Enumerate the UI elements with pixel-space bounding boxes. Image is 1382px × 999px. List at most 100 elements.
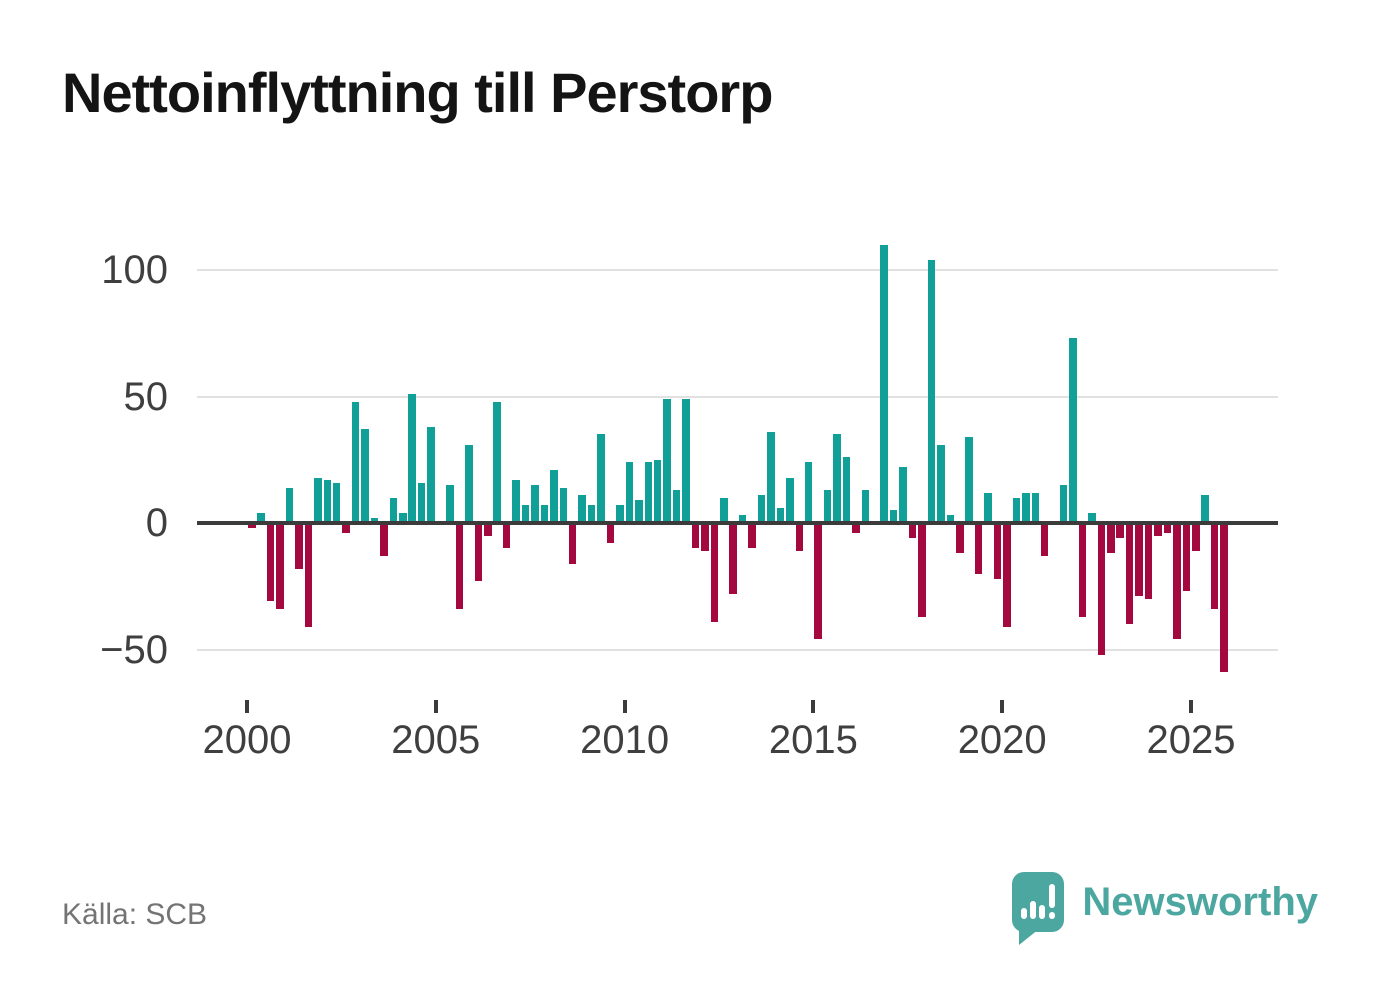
y-axis-label-100: 100 <box>101 248 168 292</box>
bar-2011Q1 <box>663 399 671 523</box>
bar-2011Q3 <box>682 399 690 523</box>
bar-2017Q1 <box>889 510 898 523</box>
bar-2006Q1 <box>474 523 482 582</box>
bar-2010Q1 <box>625 462 634 523</box>
bar-2012Q2 <box>710 523 718 622</box>
bar-2020Q4 <box>1031 492 1039 523</box>
bar-2024Q1 <box>1154 523 1162 536</box>
bar-2016Q4 <box>880 244 888 523</box>
bar-2015Q3 <box>833 434 841 523</box>
bar-2018Q1 <box>927 259 936 523</box>
x-tick-2010 <box>622 700 627 713</box>
bar-2023Q4 <box>1144 523 1153 599</box>
bar-2008Q4 <box>578 495 586 523</box>
bar-2006Q3 <box>493 401 501 523</box>
bar-2011Q2 <box>672 490 681 523</box>
bar-2019Q3 <box>984 492 992 523</box>
bar-2008Q1 <box>550 469 558 523</box>
bar-2005Q3 <box>455 523 464 609</box>
bar-2025Q4 <box>1220 523 1228 673</box>
x-axis-label-2005: 2005 <box>391 718 481 762</box>
bar-2022Q4 <box>1107 523 1115 554</box>
x-axis-label-2000: 2000 <box>202 718 292 762</box>
bar-2017Q2 <box>899 467 907 523</box>
bar-2008Q2 <box>559 487 567 523</box>
bar-2019Q2 <box>974 523 983 574</box>
y-axis-label-50: 50 <box>123 374 169 419</box>
newsworthy-logo-link[interactable]: Newsworthy <box>1012 872 1318 945</box>
bar-2018Q2 <box>937 444 945 523</box>
bar-2006Q2 <box>484 523 492 536</box>
speech-bubble-tail <box>1019 929 1040 945</box>
bar-2009Q3 <box>606 523 615 544</box>
bar-2019Q4 <box>993 523 1002 579</box>
bar-2023Q3 <box>1135 523 1143 597</box>
page-title: Nettoinflyttning till Perstorp <box>62 61 773 124</box>
x-axis-label-2010: 2010 <box>580 718 670 762</box>
x-axis-label-2020: 2020 <box>957 718 1047 762</box>
bar-2012Q1 <box>701 523 709 551</box>
bar-2007Q2 <box>521 505 530 523</box>
brand-name: Newsworthy <box>1082 879 1318 924</box>
zero-axis-line <box>197 521 1278 525</box>
bar-2004Q1 <box>399 512 407 523</box>
bar-2025Q2 <box>1201 495 1209 523</box>
bar-2005Q4 <box>465 444 473 523</box>
bar-2003Q2 <box>370 517 379 523</box>
bar-2009Q4 <box>616 505 624 523</box>
bar-2002Q3 <box>342 523 350 534</box>
x-axis-label-2025: 2025 <box>1146 718 1236 762</box>
bar-2010Q4 <box>653 459 662 523</box>
bar-2013Q1 <box>738 515 747 523</box>
bar-2016Q2 <box>861 490 870 523</box>
bar-2010Q3 <box>644 462 652 523</box>
bar-2007Q4 <box>540 505 549 523</box>
bar-2001Q4 <box>314 477 322 523</box>
bar-2003Q4 <box>389 497 398 523</box>
x-tick-2005 <box>433 700 438 713</box>
bar-2024Q2 <box>1163 523 1172 534</box>
bar-2020Q2 <box>1012 497 1021 523</box>
gridline-100 <box>197 269 1278 271</box>
bar-2020Q1 <box>1003 523 1011 627</box>
bar-2002Q1 <box>323 480 331 523</box>
bar-2004Q3 <box>417 482 426 523</box>
logo-bar-1 <box>1021 908 1028 919</box>
bar-2018Q4 <box>956 523 964 554</box>
bar-2024Q3 <box>1173 523 1181 640</box>
bar-2013Q3 <box>757 495 766 523</box>
gridline--50 <box>197 648 1278 651</box>
y-axis-label-0: 0 <box>145 501 168 545</box>
bar-2023Q2 <box>1125 523 1134 625</box>
logo-bar-2 <box>1030 901 1037 919</box>
bar-2015Q4 <box>842 457 851 523</box>
x-tick-2025 <box>1189 700 1193 713</box>
bar-2003Q3 <box>380 523 388 556</box>
bar-2014Q4 <box>804 462 813 523</box>
bar-2024Q4 <box>1182 523 1190 592</box>
bar-2022Q1 <box>1078 523 1087 617</box>
bar-2000Q1 <box>248 523 256 529</box>
bar-2017Q4 <box>918 523 926 617</box>
bar-2023Q1 <box>1116 523 1124 539</box>
bar-2000Q2 <box>257 512 265 523</box>
bar-2021Q3 <box>1059 485 1068 523</box>
bar-2014Q2 <box>786 477 794 523</box>
bar-2019Q1 <box>965 437 973 523</box>
bar-2022Q3 <box>1097 523 1106 655</box>
x-axis-label-2015: 2015 <box>768 718 858 762</box>
bar-2004Q2 <box>408 394 416 523</box>
bar-2021Q1 <box>1040 523 1049 556</box>
bar-2014Q1 <box>776 507 785 523</box>
x-tick-2020 <box>1000 700 1005 713</box>
bar-2001Q1 <box>285 487 294 523</box>
bar-2007Q3 <box>531 485 539 523</box>
gridline-50 <box>197 395 1278 398</box>
source-label: Källa: SCB <box>62 898 208 931</box>
bar-2012Q3 <box>720 497 728 523</box>
bar-2015Q1 <box>814 523 822 640</box>
bar-2007Q1 <box>512 480 520 523</box>
bar-2020Q3 <box>1022 492 1030 523</box>
x-tick-2015 <box>811 700 816 713</box>
